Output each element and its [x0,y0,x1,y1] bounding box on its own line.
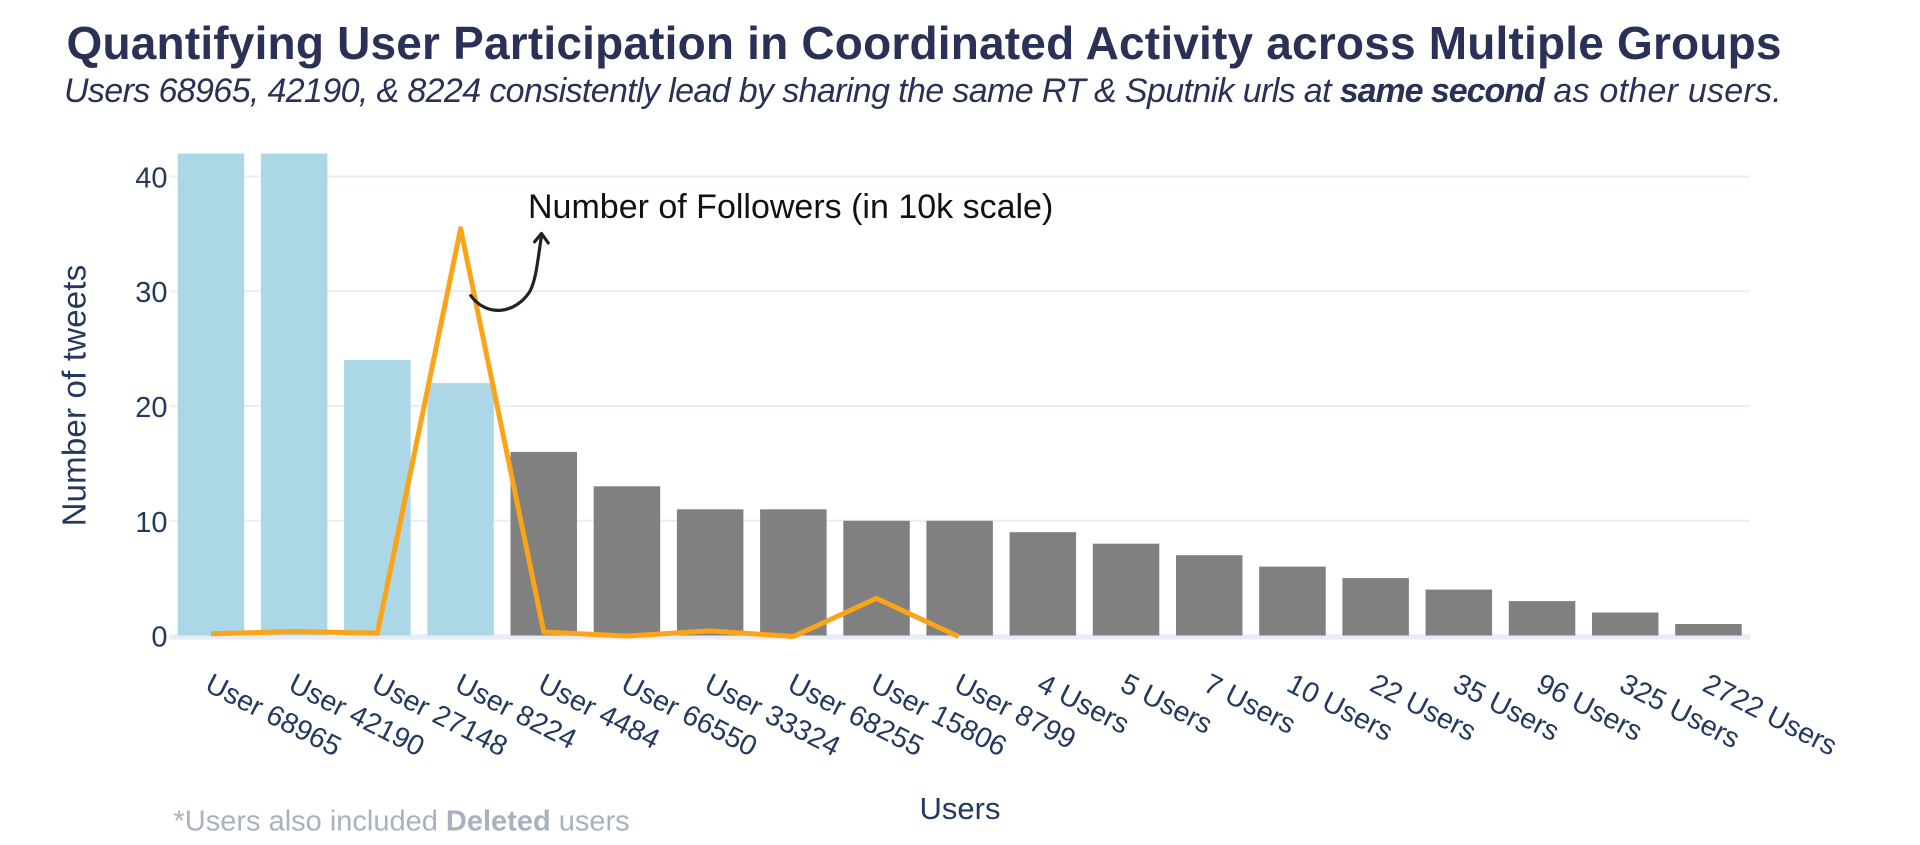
svg-text:*Users also included Deleted u: *Users also included Deleted users [174,806,630,838]
svg-text:0: 0 [151,622,167,654]
svg-text:Number of Followers (in 10k sc: Number of Followers (in 10k scale) [528,188,1053,226]
svg-text:20: 20 [135,392,167,424]
svg-text:40: 40 [135,163,167,195]
svg-text:30: 30 [135,277,167,309]
svg-text:Users 68965, 42190, & 8224 con: Users 68965, 42190, & 8224 consistently … [64,72,1782,110]
svg-text:10: 10 [135,507,167,539]
svg-text:Users: Users [920,791,1001,826]
svg-text:Quantifying User Participation: Quantifying User Participation in Coordi… [67,17,1782,69]
svg-text:Number of tweets: Number of tweets [56,265,93,527]
